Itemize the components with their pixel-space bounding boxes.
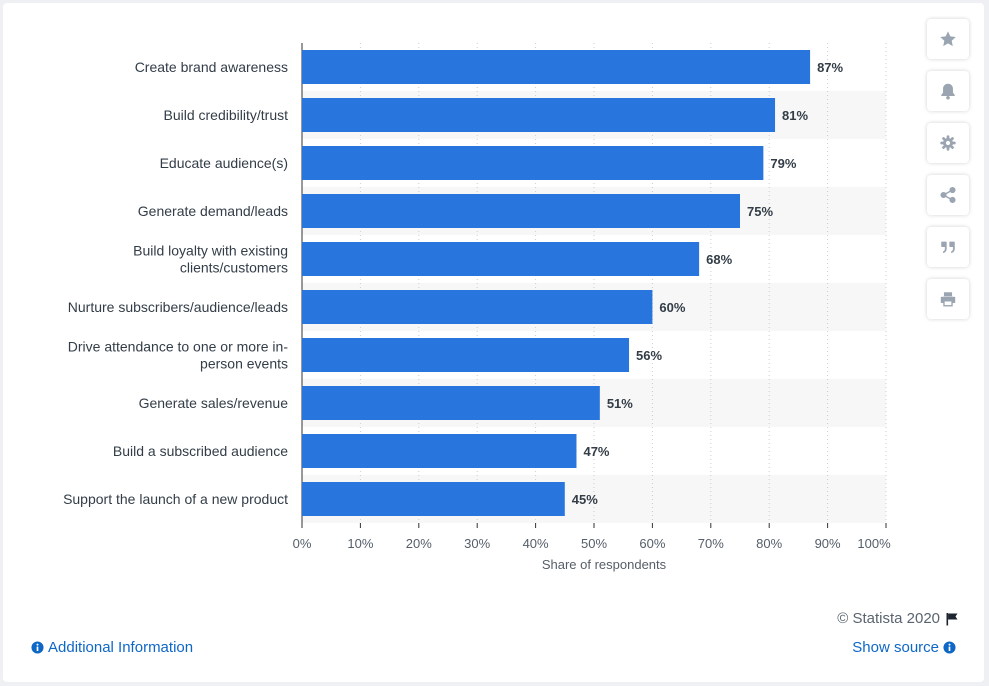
- bar: [302, 434, 577, 468]
- share-button[interactable]: [927, 175, 969, 215]
- category-label: Support the launch of a new product: [63, 491, 288, 507]
- x-tick-label: 90%: [815, 536, 841, 551]
- category-label: Build credibility/trust: [164, 107, 289, 123]
- bar-value-label: 81%: [782, 108, 808, 123]
- x-tick-label: 80%: [756, 536, 782, 551]
- copyright-text: © Statista 2020: [837, 610, 940, 627]
- star-icon: [940, 31, 956, 47]
- cite-button[interactable]: [927, 227, 969, 267]
- bar: [302, 338, 630, 372]
- additional-information-link[interactable]: Additional Information: [31, 639, 193, 656]
- bar: [302, 482, 565, 516]
- category-label: Build a subscribed audience: [113, 443, 288, 459]
- print-icon: [940, 292, 956, 307]
- bar-value-label: 51%: [607, 396, 633, 411]
- x-tick-label: 0%: [293, 536, 312, 551]
- share-icon: [940, 186, 956, 204]
- bar-value-label: 79%: [770, 156, 796, 171]
- x-tick-label: 40%: [523, 536, 549, 551]
- bar-value-label: 75%: [747, 204, 773, 219]
- bar: [302, 98, 776, 132]
- info-icon: [31, 641, 44, 654]
- bar: [302, 50, 811, 84]
- category-label: Nurture subscribers/audience/leads: [68, 299, 288, 315]
- category-label: Generate demand/leads: [138, 203, 288, 219]
- x-tick-label: 60%: [639, 536, 665, 551]
- x-tick-label: 10%: [347, 536, 373, 551]
- show-source-link[interactable]: Show source: [852, 639, 956, 656]
- bar: [302, 194, 740, 228]
- settings-button[interactable]: [927, 123, 969, 163]
- x-tick-label: 50%: [581, 536, 607, 551]
- category-label: Drive attendance to one or more in-perso…: [68, 339, 289, 372]
- info-icon: [943, 641, 956, 654]
- x-tick-label: 70%: [698, 536, 724, 551]
- flag-icon: [946, 612, 958, 625]
- notification-button[interactable]: [927, 71, 969, 111]
- additional-information-label: Additional Information: [48, 639, 194, 656]
- bar-value-label: 60%: [659, 300, 685, 315]
- quote-icon: [941, 241, 955, 254]
- bell-icon: [941, 83, 955, 100]
- copyright-notice: © Statista 2020: [837, 610, 959, 627]
- category-label: Generate sales/revenue: [139, 395, 289, 411]
- print-button[interactable]: [927, 279, 969, 319]
- x-tick-label: 20%: [406, 536, 432, 551]
- x-tick-label: 30%: [464, 536, 490, 551]
- bar: [302, 386, 600, 420]
- bar-value-label: 68%: [706, 252, 732, 267]
- category-label: Educate audience(s): [160, 155, 288, 171]
- category-label: Build loyalty with existing clients/custo…: [133, 243, 288, 276]
- bar-chart: 0% 10% 20% 30% 40% 50% 60% 70% 80% 90% 100% 87% Crea…: [63, 43, 891, 572]
- category-label: Create brand awareness: [135, 59, 288, 75]
- show-source-label: Show source: [852, 639, 939, 656]
- bar-value-label: 87%: [817, 60, 843, 75]
- gear-icon: [940, 135, 956, 151]
- bar: [302, 146, 764, 180]
- bar-value-label: 45%: [572, 492, 598, 507]
- favorite-button[interactable]: [927, 19, 969, 59]
- chart-card: 0% 10% 20% 30% 40% 50% 60% 70% 80% 90% 100% 87% Crea…: [3, 3, 984, 682]
- x-axis-title: Share of respondents: [542, 557, 667, 572]
- bar-value-label: 47%: [583, 444, 609, 459]
- bar: [302, 242, 700, 276]
- x-tick-label: 100%: [857, 536, 891, 551]
- bar: [302, 290, 653, 324]
- bar-value-label: 56%: [636, 348, 662, 363]
